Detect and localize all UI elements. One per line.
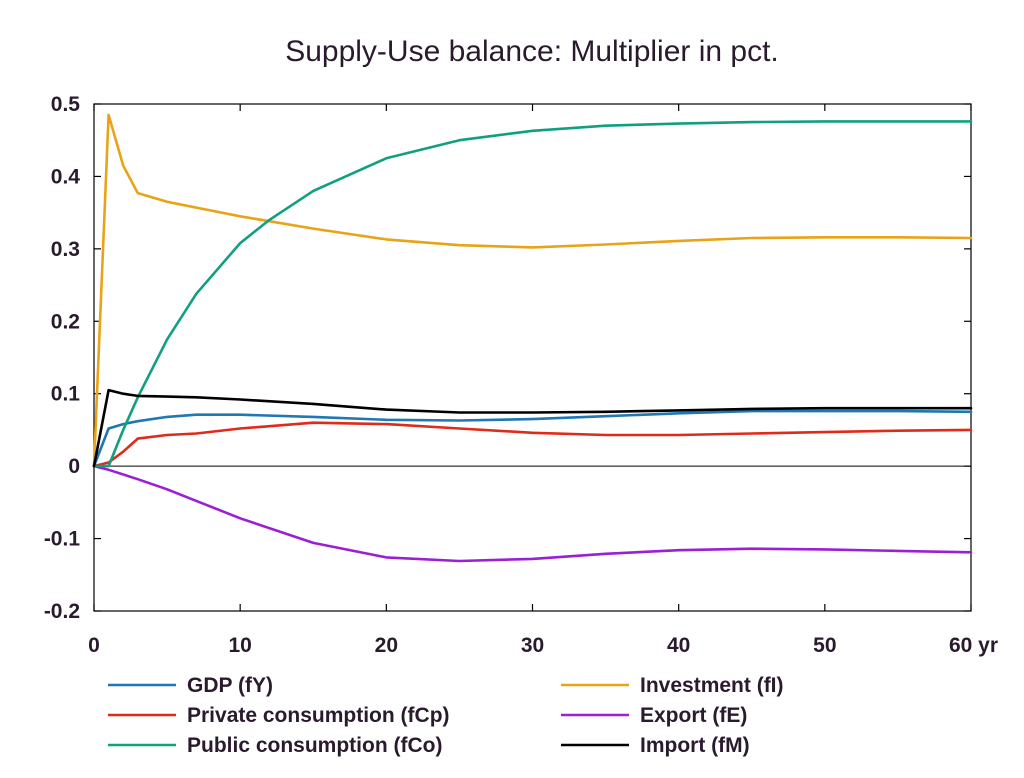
y-tick-label: -0.1 <box>44 528 81 551</box>
chart-title: Supply-Use balance: Multiplier in pct. <box>285 35 779 68</box>
series-lines <box>92 113 973 563</box>
x-tick-label: 40 <box>667 634 690 657</box>
x-tick-label: 60 yr <box>949 634 998 657</box>
y-tick-label: 0.5 <box>51 93 81 116</box>
series-line-1 <box>92 113 973 468</box>
x-tick-label: 10 <box>228 634 251 657</box>
y-tick-label: 0.1 <box>51 383 81 406</box>
x-tick-label: 30 <box>521 634 544 657</box>
series-line-3 <box>92 464 973 563</box>
legend-label: Import (fM) <box>640 734 750 757</box>
y-tick-label: 0 <box>68 455 80 478</box>
axes: -0.2 -0.1 0 0.1 0.2 0.3 0.4 0.5 0 10 20 30 40 50 60 yr <box>44 93 998 657</box>
series-line-2 <box>92 421 973 468</box>
x-tick-label: 20 <box>375 634 398 657</box>
y-tick-label: 0.4 <box>51 165 81 188</box>
series-line-0 <box>92 409 973 468</box>
legend-label: GDP (fY) <box>187 674 273 697</box>
series-line-4 <box>92 120 973 468</box>
series-line-5 <box>92 388 973 468</box>
y-tick-label: 0.2 <box>51 310 80 333</box>
legend-label: Investment (fI) <box>640 674 784 697</box>
legend: GDP (fY) Investment (fI) Private consumpti… <box>108 674 784 757</box>
y-tick-label: 0.3 <box>51 238 80 261</box>
legend-label: Public consumption (fCo) <box>187 734 442 757</box>
y-tick-label: -0.2 <box>44 600 80 623</box>
plot-frame <box>93 103 972 612</box>
legend-label: Export (fE) <box>640 704 747 727</box>
x-tick-label: 0 <box>88 634 100 657</box>
legend-label: Private consumption (fCp) <box>187 704 450 727</box>
x-tick-label: 50 <box>813 634 836 657</box>
